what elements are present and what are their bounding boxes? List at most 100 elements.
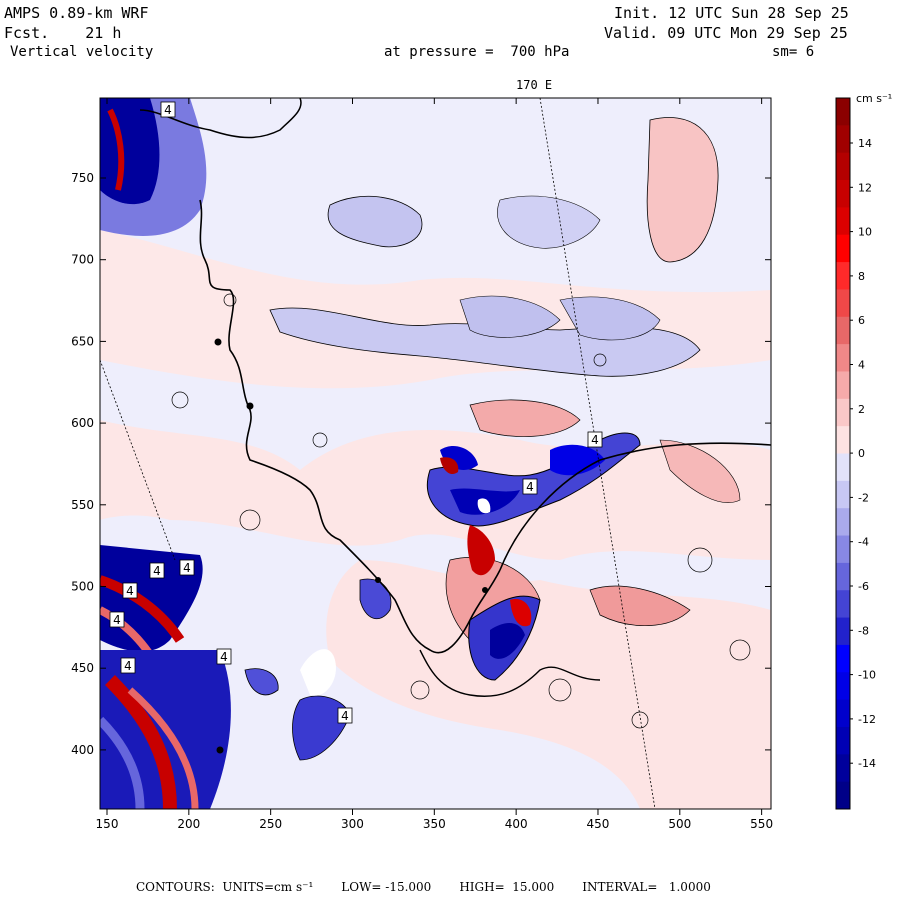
pink-patch-ne <box>646 117 719 263</box>
y-tick-label: 650 <box>71 334 94 348</box>
colorbar-swatch <box>836 289 850 318</box>
contour-label-box <box>337 707 353 724</box>
colorbar-label: 0 <box>858 447 865 460</box>
blue-cluster-410 <box>292 695 351 761</box>
contour-label: 4 <box>124 659 132 673</box>
colorbar-label: 8 <box>858 270 865 283</box>
contour-label: 4 <box>153 564 161 578</box>
blue-patch-660 <box>459 295 561 338</box>
colorbar-swatch <box>836 562 850 591</box>
coastline-east <box>499 442 771 571</box>
forecast-label: Fcst. 21 h <box>4 24 121 42</box>
contour-label: 4 <box>126 584 134 598</box>
blue-patch-720 <box>327 195 423 248</box>
x-tick-label: 250 <box>259 817 282 831</box>
field-name: Vertical velocity <box>10 44 154 60</box>
smoothing-value: sm= 6 <box>772 44 815 60</box>
forecast-prefix: Fcst. <box>4 24 50 42</box>
station-dot <box>246 402 254 410</box>
contour-label: 4 <box>220 650 228 664</box>
colorbar-swatch <box>836 672 850 701</box>
contour-label: 4 <box>341 709 349 723</box>
white-blob-540 <box>477 498 491 514</box>
x-tick-label: 350 <box>423 817 446 831</box>
contour-labels: 4 4 4 4 4 4 4 4 4 4 <box>109 101 603 724</box>
colorbar-swatch <box>836 398 850 427</box>
west-red-stripe-490 <box>100 575 185 643</box>
contour-ring <box>239 509 261 531</box>
red-patch-550-east <box>659 439 741 503</box>
colorbar-swatch <box>836 480 850 509</box>
contour-label-box <box>522 478 538 495</box>
colorbar-swatch <box>836 371 850 400</box>
colorbar-swatch <box>836 98 850 126</box>
colorbar-swatch <box>836 180 850 208</box>
colorbar-label: -10 <box>858 669 876 682</box>
colorbar-swatch <box>836 207 850 236</box>
colorbar-swatch <box>836 152 850 181</box>
blue-core-570 <box>550 444 605 476</box>
colorbar-swatch <box>836 754 850 783</box>
blue-patch-east-720 <box>497 195 601 249</box>
contour-label-box <box>109 611 125 628</box>
colorbar-label: -6 <box>858 580 869 593</box>
contour-ring <box>593 353 607 367</box>
colorbar-label: -12 <box>858 713 876 726</box>
colorbar-label: 4 <box>858 359 865 372</box>
colorbar-swatch <box>836 590 850 619</box>
colorbar-label: -8 <box>858 624 869 637</box>
y-tick-label: 700 <box>71 253 94 267</box>
contour-label: 4 <box>183 561 191 575</box>
footer-contours: CONTOURS: UNITS=cm s⁻¹ <box>136 880 314 894</box>
contour-ring <box>729 639 751 661</box>
x-tick-label: 550 <box>750 817 773 831</box>
west-red-stripe-north <box>107 108 125 191</box>
contour-label-box <box>122 582 138 599</box>
colorbar-swatch <box>836 262 850 290</box>
contour-label-box <box>149 562 165 579</box>
colorbar-label: 14 <box>858 137 872 150</box>
x-tick-label: 500 <box>668 817 691 831</box>
colorbar: 14 12 10 8 6 4 2 0 -2 -4 -6 -8 -10 -12 -14 <box>835 97 876 810</box>
init-time: Init. 12 UTC Sun 28 Sep 25 <box>614 4 849 22</box>
contour-ring <box>631 711 649 729</box>
footer: CONTOURS: UNITS=cm s⁻¹ LOW= -15.000 HIGH= … <box>136 880 739 894</box>
red-core-480 <box>510 599 532 627</box>
contour-label-box <box>216 648 232 665</box>
contour-ring <box>312 432 328 448</box>
colorbar-label: 2 <box>858 403 865 416</box>
colorbar-swatch <box>836 617 850 646</box>
colorbar-units: cm s⁻¹ <box>856 92 892 105</box>
contour-label-box <box>120 657 136 674</box>
y-tick-label: 500 <box>71 580 94 594</box>
station-dot <box>216 746 224 754</box>
footer-interval: INTERVAL= 1.0000 <box>582 880 711 894</box>
colorbar-swatch <box>836 535 850 564</box>
contour-label-box <box>160 101 176 118</box>
x-axis: 150 200 250 300 350 400 450 500 550 <box>96 98 773 831</box>
y-tick-label: 750 <box>71 171 94 185</box>
y-tick-label: 400 <box>71 743 94 757</box>
red-patch-600 <box>469 399 581 437</box>
red-patch-490-east <box>589 585 691 627</box>
colorbar-label: 6 <box>858 314 865 327</box>
red-core-520 <box>467 525 495 576</box>
velocity-field <box>100 98 771 809</box>
coastline-north <box>139 98 302 139</box>
blue-patch-660-east <box>559 296 661 341</box>
station-dot <box>375 577 381 583</box>
contour-label-box <box>587 431 603 448</box>
x-tick-label: 450 <box>587 817 610 831</box>
colorbar-label: 12 <box>858 181 872 194</box>
colorbar-swatch <box>836 125 850 154</box>
y-tick-label: 550 <box>71 498 94 512</box>
contour-label: 4 <box>113 613 121 627</box>
blue-cluster-440 <box>244 668 279 696</box>
footer-low: LOW= -15.000 <box>341 880 432 894</box>
x-tick-label: 150 <box>96 817 119 831</box>
colorbar-swatch <box>836 316 850 345</box>
blue-band-650 <box>269 307 701 377</box>
west-blue-stripe-south <box>100 716 145 809</box>
pressure-level: at pressure = 700 hPa <box>384 44 570 60</box>
contour-ring <box>687 547 713 573</box>
